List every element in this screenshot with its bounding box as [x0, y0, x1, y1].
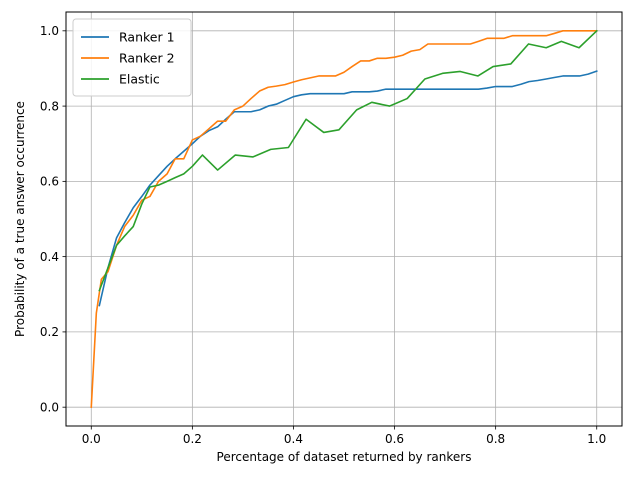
series-lines: [90, 29, 598, 409]
x-tick-label: 0.2: [183, 432, 202, 446]
y-tick-label: 0.4: [40, 250, 59, 264]
x-axis-label: Percentage of dataset returned by ranker…: [217, 450, 472, 464]
y-tick-label: 0.2: [40, 325, 59, 339]
y-tick-label: 0.8: [40, 99, 59, 113]
legend-box: [72, 18, 192, 97]
series-line-elastic: [98, 29, 598, 292]
x-tick-label: 1.0: [587, 432, 606, 446]
legend: Ranker 1 Ranker 2 Elastic: [72, 18, 192, 97]
x-tick-label: 0.8: [486, 432, 505, 446]
y-tick-label: 1.0: [40, 24, 59, 38]
x-tick-label: 0.0: [82, 432, 101, 446]
plot-frame: [65, 11, 623, 427]
series-line-ranker-1: [98, 70, 598, 307]
legend-label-ranker-1: Ranker 1: [119, 30, 175, 45]
series-line-ranker-2: [90, 30, 598, 409]
legend-label-elastic: Elastic: [119, 72, 160, 87]
ticks: 0.0 0.2 0.4 0.6 0.8 1.0 0.0 0.2 0.4 0.6 0.8 1.0: [40, 24, 606, 446]
legend-label-ranker-2: Ranker 2: [119, 51, 175, 66]
y-axis-label: Probability of a true answer occurrence: [13, 101, 27, 337]
y-tick-label: 0.0: [40, 400, 59, 414]
x-tick-label: 0.4: [284, 432, 303, 446]
x-tick-label: 0.6: [385, 432, 404, 446]
y-tick-label: 0.6: [40, 175, 59, 189]
